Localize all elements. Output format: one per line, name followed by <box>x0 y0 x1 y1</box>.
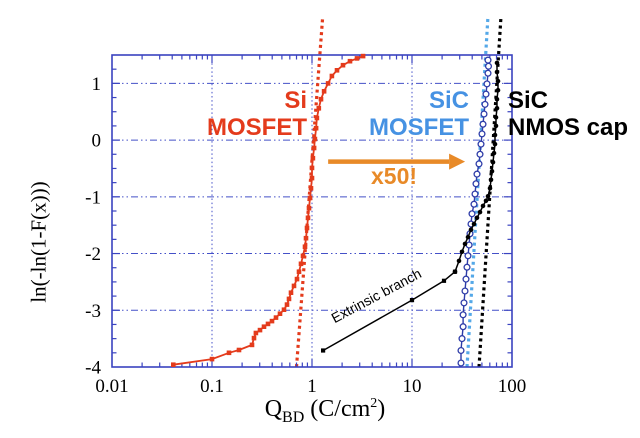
si-mosfet-label-line1: Si <box>284 87 307 114</box>
x50-arrow <box>328 153 466 170</box>
sic-nmos-cap-label: SiC NMOS cap <box>508 87 628 141</box>
sic-nmos-cap-label-line2: NMOS cap <box>508 114 629 141</box>
x-axis-label-part: 2 <box>370 396 378 411</box>
x-axis-label-part: (C/cm <box>304 396 371 422</box>
x-axis-label: QBD (C/cm2) <box>264 396 386 426</box>
svg-text:-1: -1 <box>85 187 101 208</box>
sic-mosfet-label-line2: MOSFET <box>369 114 469 141</box>
fit-lines <box>294 16 503 368</box>
series-sic-nmos-cap-intrinsic- <box>452 60 501 275</box>
sic-nmos-cap-label-line1: SiC <box>508 87 549 114</box>
si-mosfet-label: Si MOSFET <box>207 87 307 141</box>
y-axis-label: ln(-ln(1-F(x))) <box>26 181 51 303</box>
svg-text:0: 0 <box>92 131 102 152</box>
svg-text:-3: -3 <box>85 301 101 322</box>
series-si-mosfet <box>171 53 366 367</box>
si-mosfet-fit <box>294 16 325 368</box>
svg-text:-2: -2 <box>85 244 101 265</box>
svg-text:0.1: 0.1 <box>200 376 224 397</box>
svg-text:100: 100 <box>498 376 527 397</box>
x50-annotation: x50! <box>371 163 418 189</box>
sic-nmos-fit <box>477 16 503 368</box>
x-axis-label-part: BD <box>282 408 305 426</box>
svg-text:10: 10 <box>403 376 422 397</box>
svg-text:0.01: 0.01 <box>95 376 128 397</box>
sic-mosfet-label: SiC MOSFET <box>369 87 469 141</box>
sic-mosfet-label-line1: SiC <box>428 87 469 114</box>
si-mosfet-label-line2: MOSFET <box>207 114 307 141</box>
svg-text:1: 1 <box>307 376 317 397</box>
svg-text:-4: -4 <box>85 358 101 379</box>
x-axis-label-part: ) <box>377 396 386 422</box>
x-axis-label-part: Q <box>264 396 283 422</box>
svg-text:1: 1 <box>92 74 102 95</box>
series-sic-mosfet <box>457 56 493 367</box>
